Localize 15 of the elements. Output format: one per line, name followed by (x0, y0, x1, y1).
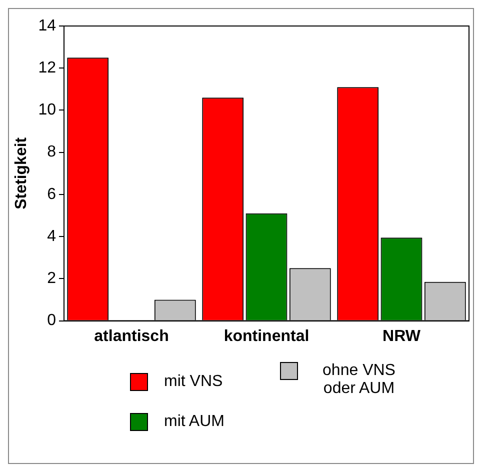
y-tick-label: 2 (47, 270, 56, 288)
legend-label: mit VNS (164, 373, 223, 391)
x-tick-label: NRW (382, 328, 422, 345)
y-tick-label: 0 (47, 312, 56, 330)
y-tick-label: 14 (38, 17, 56, 34)
y-tick-label: 12 (38, 60, 56, 77)
legend-label: ohne VNS oder AUM (322, 362, 396, 398)
y-axis-title: Stetigkeit (13, 136, 30, 210)
y-tick-label: 4 (47, 228, 56, 245)
y-tick-label: 8 (47, 144, 56, 161)
x-tick-label: kontinental (224, 328, 310, 345)
x-tick-label: atlantisch (94, 328, 169, 345)
legend-label: mit AUM (164, 413, 224, 431)
y-tick-label: 6 (47, 186, 56, 203)
y-tick-label: 10 (38, 102, 56, 119)
